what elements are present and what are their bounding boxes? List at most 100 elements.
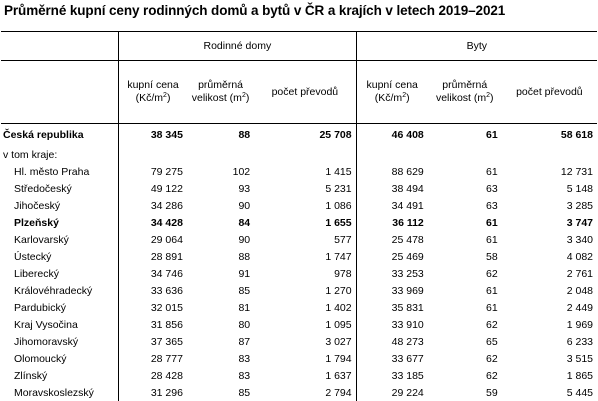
- flat-size-cell: 61: [428, 299, 502, 316]
- row-label: Kraj Vysočina: [1, 316, 119, 333]
- table-title: Průměrné kupní ceny rodinných domů a byt…: [4, 3, 505, 18]
- row-label: Zlínský: [1, 367, 119, 384]
- flat-count-cell: 2 449: [502, 299, 597, 316]
- house-price-cell: 37 365: [119, 333, 187, 350]
- house-price-cell: 31 296: [119, 384, 187, 401]
- flat-size-cell: 61: [428, 282, 502, 299]
- price-unit-close: ): [406, 92, 410, 104]
- house-count-cell: [254, 146, 356, 163]
- flat-size-cell: 63: [428, 180, 502, 197]
- flat-price-cell: 33 677: [356, 350, 428, 367]
- size-unit-close: ): [490, 92, 494, 104]
- house-size-cell: 84: [187, 214, 254, 231]
- house-price-cell: 28 777: [119, 350, 187, 367]
- flat-price-cell: 88 629: [356, 163, 428, 180]
- flat-price-cell: 34 491: [356, 197, 428, 214]
- house-size-cell: 83: [187, 350, 254, 367]
- header-empty-cell: [1, 32, 119, 61]
- house-count-cell: 5 231: [254, 180, 356, 197]
- house-count-cell: 1 402: [254, 299, 356, 316]
- row-label: Karlovarský: [1, 231, 119, 248]
- group-header-flats: Byty: [356, 32, 597, 61]
- flat-size-cell: 59: [428, 384, 502, 401]
- header-house-size: průměrná velikost (m2): [187, 61, 254, 124]
- flat-size-cell: 61: [428, 124, 502, 147]
- flat-price-cell: 25 478: [356, 231, 428, 248]
- house-price-cell: 34 286: [119, 197, 187, 214]
- header-flat-price: kupní cena (Kč/m2): [356, 61, 428, 124]
- house-count-cell: 1 086: [254, 197, 356, 214]
- header-house-count: počet převodů: [254, 61, 356, 124]
- flat-size-cell: 62: [428, 367, 502, 384]
- price-unit: (Kč/m: [136, 92, 163, 104]
- flat-size-cell: 63: [428, 197, 502, 214]
- house-count-cell: 978: [254, 265, 356, 282]
- flat-price-cell: 33 185: [356, 367, 428, 384]
- house-count-cell: 3 027: [254, 333, 356, 350]
- house-count-cell: 1 270: [254, 282, 356, 299]
- row-label: Česká republika: [1, 124, 119, 147]
- group-header-row: Rodinné domy Byty: [1, 32, 597, 61]
- flat-count-cell: 3 515: [502, 350, 597, 367]
- house-count-cell: 1 415: [254, 163, 356, 180]
- flat-price-cell: 36 112: [356, 214, 428, 231]
- house-size-cell: 90: [187, 231, 254, 248]
- house-size-cell: 85: [187, 384, 254, 401]
- flat-price-cell: 33 910: [356, 316, 428, 333]
- house-size-cell: 88: [187, 248, 254, 265]
- flat-count-cell: 4 082: [502, 248, 597, 265]
- flat-count-cell: 5 148: [502, 180, 597, 197]
- house-size-cell: 80: [187, 316, 254, 333]
- house-count-cell: 1 095: [254, 316, 356, 333]
- row-label: v tom kraje:: [1, 146, 119, 163]
- row-label: Moravskoslezský: [1, 384, 119, 401]
- flat-size-cell: 62: [428, 265, 502, 282]
- row-label: Královéhradecký: [1, 282, 119, 299]
- house-count-cell: 2 794: [254, 384, 356, 401]
- row-label: Plzeňský: [1, 214, 119, 231]
- house-price-cell: 34 428: [119, 214, 187, 231]
- flat-size-cell: 62: [428, 316, 502, 333]
- house-price-cell: 33 636: [119, 282, 187, 299]
- size-label: průměrná: [442, 79, 487, 91]
- flat-count-cell: 3 340: [502, 231, 597, 248]
- flat-price-cell: 38 494: [356, 180, 428, 197]
- house-size-cell: 85: [187, 282, 254, 299]
- flat-count-cell: 1 865: [502, 367, 597, 384]
- house-count-cell: 1 655: [254, 214, 356, 231]
- flat-price-cell: [356, 146, 428, 163]
- table-row: v tom kraje:: [1, 146, 597, 163]
- house-price-cell: 32 015: [119, 299, 187, 316]
- flat-price-cell: 33 969: [356, 282, 428, 299]
- house-size-cell: 93: [187, 180, 254, 197]
- row-label: Středočeský: [1, 180, 119, 197]
- house-size-cell: 83: [187, 367, 254, 384]
- header-house-price: kupní cena (Kč/m2): [119, 61, 187, 124]
- flat-count-cell: 2 048: [502, 282, 597, 299]
- house-size-cell: 88: [187, 124, 254, 147]
- flat-count-cell: 3 285: [502, 197, 597, 214]
- price-unit: (Kč/m: [375, 92, 402, 104]
- flat-price-cell: 35 831: [356, 299, 428, 316]
- flat-size-cell: 65: [428, 333, 502, 350]
- flat-count-cell: [502, 146, 597, 163]
- house-count-cell: 1 637: [254, 367, 356, 384]
- flat-count-cell: 12 731: [502, 163, 597, 180]
- row-label: Ústecký: [1, 248, 119, 265]
- row-label: Pardubický: [1, 299, 119, 316]
- row-label: Hl. město Praha: [1, 163, 119, 180]
- header-flat-count: počet převodů: [502, 61, 597, 124]
- price-label: kupní cena: [367, 79, 418, 91]
- sub-header-empty-cell: [1, 61, 119, 124]
- sub-header-row: kupní cena (Kč/m2) průměrná velikost (m2…: [1, 61, 597, 124]
